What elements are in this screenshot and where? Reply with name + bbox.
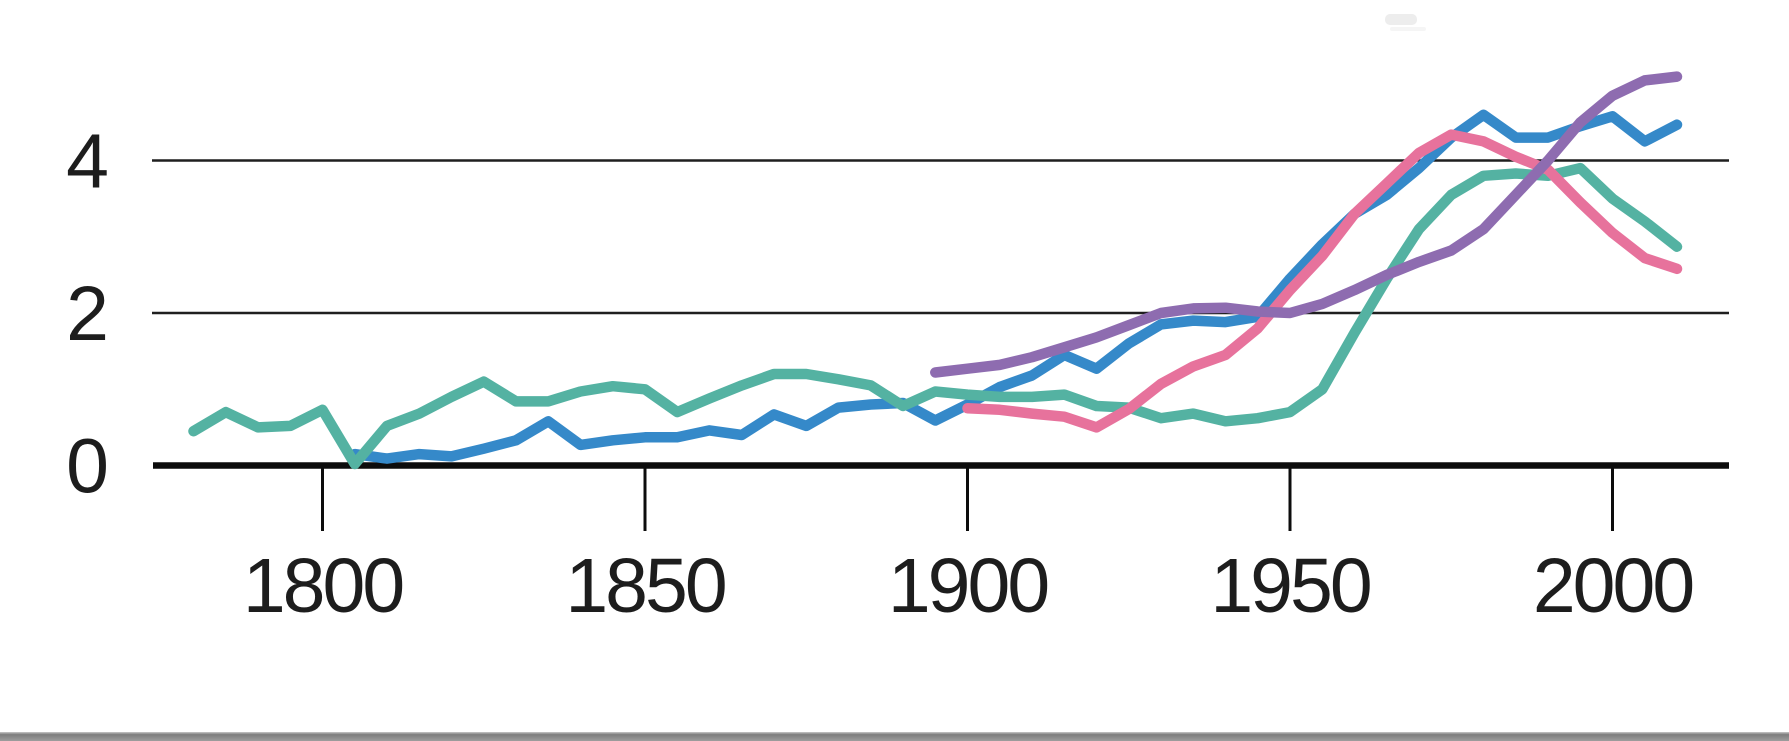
- y-tick-label-2: 2: [66, 271, 107, 357]
- y-tick-label-4: 4: [66, 119, 107, 205]
- series-purple: [930, 71, 1683, 378]
- artifact-smudge: [1390, 27, 1426, 31]
- artifact-smudge: [1385, 14, 1417, 25]
- series-teal: [188, 162, 1683, 470]
- x-tick-label-2000: 2000: [1533, 543, 1692, 629]
- series-pink: [962, 129, 1683, 433]
- window-bottom-divider: [0, 732, 1789, 741]
- y-tick-label-0: 0: [66, 424, 107, 510]
- x-tick-label-1850: 1850: [565, 543, 724, 629]
- x-tick-label-1800: 1800: [243, 543, 402, 629]
- x-tick-label-1900: 1900: [888, 543, 1047, 629]
- x-tick-label-1950: 1950: [1210, 543, 1369, 629]
